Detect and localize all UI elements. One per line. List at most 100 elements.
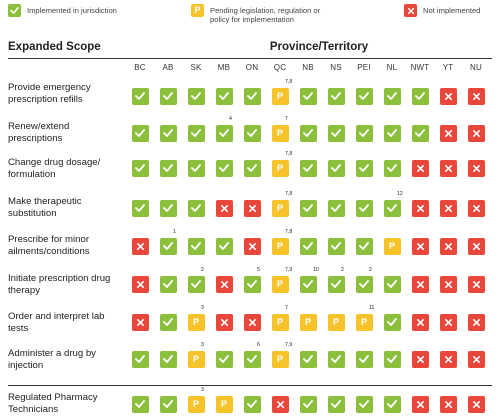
status-cell-nb [299, 159, 317, 177]
footnote-marker: 2 [341, 267, 344, 273]
x-icon [220, 318, 228, 326]
status-cell-sk [187, 275, 205, 293]
status-cell-nl [383, 313, 401, 331]
status-cell-nu [467, 313, 485, 331]
status-cell-sk: P [187, 313, 205, 331]
x-icon [472, 400, 480, 408]
x-icon [444, 280, 452, 288]
x-icon [416, 280, 424, 288]
check-icon [387, 355, 397, 363]
status-cell-qc: P [271, 237, 289, 255]
check-icon [303, 400, 313, 408]
status-cell-ns [327, 275, 345, 293]
check-icon [387, 280, 397, 288]
status-cell-nb [299, 87, 317, 105]
expanded-scope-heading: Expanded Scope [8, 41, 101, 53]
column-header-yt: YT [442, 63, 454, 72]
status-cell-yt [439, 124, 457, 142]
status-cell-nu [467, 87, 485, 105]
check-icon [387, 204, 397, 212]
status-cell-qc: P [271, 350, 289, 368]
section-divider [8, 385, 492, 386]
header-divider [8, 58, 492, 59]
status-cell-nb [299, 199, 317, 217]
status-cell-qc: P [271, 275, 289, 293]
column-header-pei: PEI [357, 63, 371, 72]
footnote-marker: 3 [201, 342, 204, 348]
status-cell-sk: P [187, 350, 205, 368]
legend-item-pending: P Pending legislation, regulation or pol… [191, 4, 361, 25]
x-icon [444, 204, 452, 212]
footnote-marker: 2 [369, 267, 372, 273]
p-letter-icon: P [360, 316, 367, 327]
x-icon [416, 355, 424, 363]
check-icon [303, 355, 313, 363]
status-cell-ns [327, 199, 345, 217]
x-icon [276, 400, 284, 408]
x-icon [444, 129, 452, 137]
status-cell-ns [327, 87, 345, 105]
status-cell-nb [299, 395, 317, 413]
check-icon [247, 164, 257, 172]
footnote-marker: 7,9 [285, 342, 293, 348]
footnote-marker: 3 [201, 387, 204, 393]
status-cell-on [243, 159, 261, 177]
status-cell-on [243, 124, 261, 142]
check-icon [359, 204, 369, 212]
footnote-marker: 7,8 [285, 229, 293, 235]
check-icon [359, 164, 369, 172]
p-letter-icon: P [194, 5, 201, 15]
check-icon [163, 280, 173, 288]
check-icon [331, 280, 341, 288]
status-cell-mb [215, 124, 233, 142]
p-letter-icon: P [276, 240, 283, 251]
row-label: Provide emergency prescription refills [8, 82, 91, 105]
column-header-nb: NB [302, 63, 314, 72]
status-cell-ns [327, 124, 345, 142]
status-cell-yt [439, 350, 457, 368]
status-cell-mb [215, 159, 233, 177]
status-cell-mb [215, 199, 233, 217]
status-cell-nwt [411, 159, 429, 177]
status-cell-nb [299, 237, 317, 255]
status-cell-qc [271, 395, 289, 413]
status-cell-bc [131, 395, 149, 413]
footnote-marker: 7 [285, 305, 288, 311]
legend-item-not-implemented: Not implemented [404, 4, 480, 17]
x-icon [472, 204, 480, 212]
status-cell-mb: P [215, 395, 233, 413]
status-cell-nb [299, 275, 317, 293]
status-cell-nl [383, 395, 401, 413]
status-cell-nl [383, 87, 401, 105]
x-icon [472, 355, 480, 363]
p-letter-icon: P [276, 202, 283, 213]
p-letter-icon: P [276, 162, 283, 173]
x-icon [220, 204, 228, 212]
x-icon [444, 164, 452, 172]
status-cell-qc: P [271, 159, 289, 177]
status-cell-bc [131, 237, 149, 255]
status-cell-qc: P [271, 199, 289, 217]
x-icon [444, 92, 452, 100]
province-territory-heading: Province/Territory [269, 41, 369, 53]
footnote-marker: 6 [257, 342, 260, 348]
legend-swatch-not-implemented [404, 4, 417, 17]
check-icon [163, 92, 173, 100]
status-cell-nu [467, 350, 485, 368]
status-cell-pei [355, 237, 373, 255]
check-icon [135, 355, 145, 363]
status-cell-pei [355, 124, 373, 142]
status-cell-yt [439, 275, 457, 293]
footnote-marker: 10 [313, 267, 319, 273]
x-icon [416, 164, 424, 172]
check-icon [303, 129, 313, 137]
x-icon [444, 355, 452, 363]
x-icon [472, 92, 480, 100]
check-icon [135, 400, 145, 408]
footnote-marker: 4 [229, 116, 232, 122]
check-icon [331, 355, 341, 363]
x-icon [248, 318, 256, 326]
legend-swatch-pending: P [191, 4, 204, 17]
row-label: Order and interpret lab tests [8, 311, 105, 334]
status-cell-qc: P [271, 87, 289, 105]
